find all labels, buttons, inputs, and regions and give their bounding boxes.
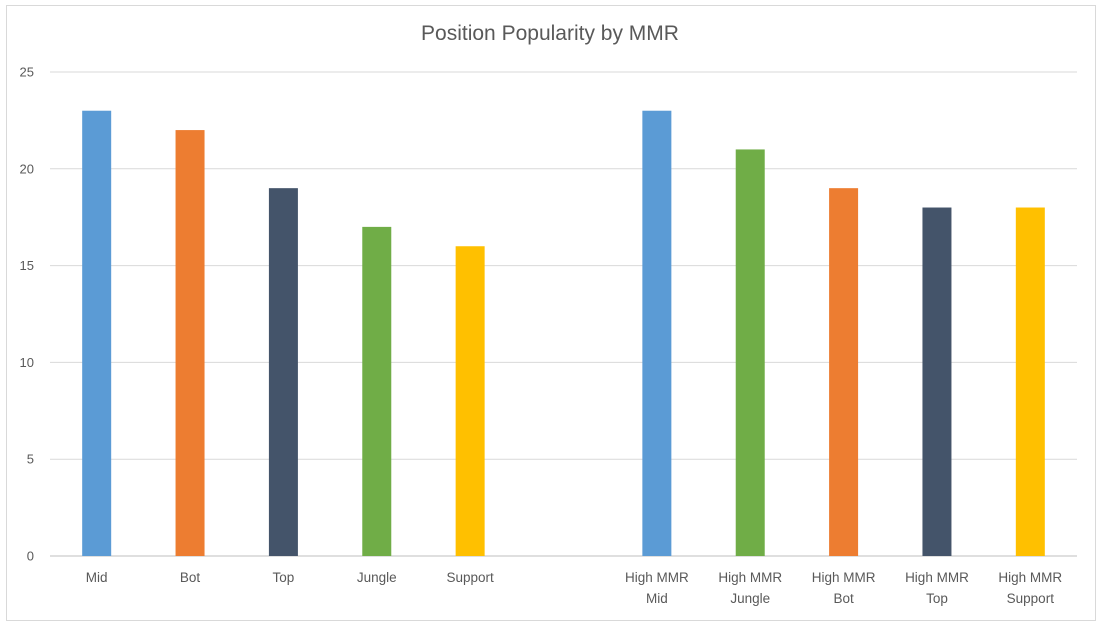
bar xyxy=(175,130,205,556)
y-tick-label: 15 xyxy=(20,258,34,273)
bar xyxy=(1015,207,1045,556)
y-tick-label: 25 xyxy=(20,65,34,80)
bar xyxy=(922,207,952,556)
bar xyxy=(735,149,765,556)
x-category-label: Mid xyxy=(86,570,108,585)
bar xyxy=(82,110,112,556)
y-tick-label: 0 xyxy=(27,549,34,564)
x-category-label: High MMR xyxy=(905,570,969,585)
x-category-label: High MMR xyxy=(718,570,782,585)
gridlines xyxy=(50,71,1077,557)
y-tick-label: 5 xyxy=(27,452,34,467)
bar xyxy=(268,188,298,556)
bar xyxy=(642,110,672,556)
y-tick-label: 20 xyxy=(20,161,34,176)
x-category-label: High MMR xyxy=(998,570,1062,585)
x-category-label: Jungle xyxy=(730,591,770,606)
x-category-label: High MMR xyxy=(812,570,876,585)
x-category-label: Bot xyxy=(180,570,201,585)
x-category-label: Bot xyxy=(833,591,854,606)
x-category-label: Top xyxy=(273,570,295,585)
bar xyxy=(362,226,392,556)
x-category-label: Jungle xyxy=(357,570,397,585)
chart-title: Position Popularity by MMR xyxy=(421,22,679,45)
x-axis-labels: Mid Bot Top Jungle Support High MMR Mid High MM… xyxy=(86,570,1063,606)
y-axis-ticks: 0 5 10 15 20 25 xyxy=(20,65,34,564)
x-category-label: Support xyxy=(446,570,494,585)
bar xyxy=(829,188,859,556)
x-category-label: Mid xyxy=(646,591,668,606)
bars xyxy=(82,110,1045,557)
x-category-label: Support xyxy=(1007,591,1055,606)
x-category-label: Top xyxy=(926,591,948,606)
x-category-label: High MMR xyxy=(625,570,689,585)
bar xyxy=(455,246,485,557)
y-tick-label: 10 xyxy=(20,355,34,370)
